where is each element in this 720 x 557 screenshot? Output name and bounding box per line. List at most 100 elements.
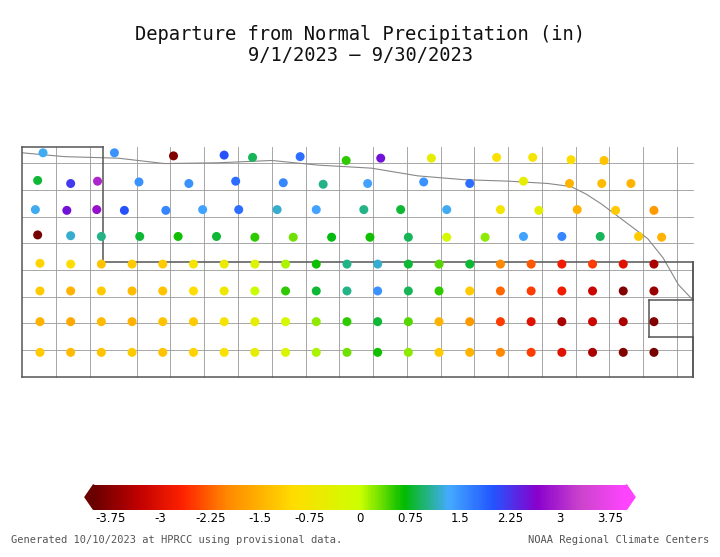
Point xyxy=(402,286,414,295)
Point xyxy=(648,206,660,215)
Point xyxy=(65,231,76,240)
Point xyxy=(362,179,374,188)
Point xyxy=(294,152,306,161)
Point xyxy=(310,286,322,295)
Point xyxy=(610,206,621,215)
Point xyxy=(168,152,179,160)
Point xyxy=(556,232,567,241)
Point xyxy=(96,348,107,357)
Point xyxy=(375,154,387,163)
Point xyxy=(96,317,107,326)
Point xyxy=(464,179,475,188)
Point xyxy=(218,348,230,357)
Point xyxy=(433,317,445,326)
Point xyxy=(618,286,629,295)
Point xyxy=(310,260,322,268)
Point xyxy=(495,348,506,357)
Point xyxy=(65,260,76,268)
Text: NOAA Regional Climate Centers: NOAA Regional Climate Centers xyxy=(528,535,709,545)
Point xyxy=(65,286,76,295)
Point xyxy=(648,348,660,357)
Point xyxy=(648,286,660,295)
Point xyxy=(341,286,353,295)
Point xyxy=(441,233,452,242)
Point xyxy=(126,317,138,326)
Point xyxy=(126,286,138,295)
Point xyxy=(618,348,629,357)
Point xyxy=(65,348,76,357)
Point xyxy=(464,260,475,268)
Point xyxy=(277,178,289,187)
Point xyxy=(526,348,537,357)
Point xyxy=(188,348,199,357)
Point xyxy=(480,233,491,242)
Point xyxy=(372,286,384,295)
Point xyxy=(565,155,577,164)
Point xyxy=(218,317,230,326)
Point xyxy=(96,232,107,241)
Point xyxy=(91,205,102,214)
Point xyxy=(595,232,606,241)
Point xyxy=(587,348,598,357)
Point xyxy=(326,233,338,242)
Point xyxy=(358,205,369,214)
Point xyxy=(441,205,452,214)
Point xyxy=(249,317,261,326)
Point xyxy=(157,260,168,268)
Point xyxy=(372,317,384,326)
Point xyxy=(318,180,329,189)
Point xyxy=(37,148,49,157)
Point xyxy=(495,286,506,295)
Point xyxy=(160,206,171,215)
Point xyxy=(61,206,73,215)
Point xyxy=(618,260,629,268)
Point xyxy=(247,153,258,162)
Point xyxy=(598,156,610,165)
Point xyxy=(249,260,261,268)
Point xyxy=(126,260,138,268)
Point xyxy=(249,348,261,357)
Point xyxy=(183,179,194,188)
Point xyxy=(32,231,43,240)
Point xyxy=(341,156,352,165)
Point xyxy=(648,260,660,268)
Point xyxy=(157,317,168,326)
Point xyxy=(402,317,414,326)
Point xyxy=(556,348,567,357)
Point xyxy=(433,260,445,268)
Point xyxy=(218,286,230,295)
Point xyxy=(656,233,667,242)
Point xyxy=(211,232,222,241)
Point xyxy=(35,317,46,326)
Point xyxy=(464,286,475,295)
Point xyxy=(633,232,644,241)
Point xyxy=(491,153,503,162)
Point xyxy=(96,286,107,295)
Point xyxy=(533,206,544,215)
Point xyxy=(280,317,292,326)
Point xyxy=(526,260,537,268)
Point xyxy=(564,179,575,188)
Point xyxy=(30,205,41,214)
Point xyxy=(526,317,537,326)
Point xyxy=(433,286,445,295)
Point xyxy=(249,233,261,242)
Point xyxy=(556,286,567,295)
Point xyxy=(126,348,138,357)
Point xyxy=(35,259,46,268)
Point xyxy=(35,286,46,295)
Point xyxy=(109,148,120,157)
Point xyxy=(134,232,145,241)
Point xyxy=(218,150,230,159)
Point xyxy=(572,205,583,214)
Point xyxy=(495,260,506,268)
Point xyxy=(197,205,208,214)
Point xyxy=(596,179,608,188)
Point xyxy=(188,317,199,326)
Point xyxy=(402,260,414,268)
Point xyxy=(271,205,283,214)
Point xyxy=(65,179,76,188)
Point xyxy=(372,260,384,268)
Point xyxy=(464,348,475,357)
Point xyxy=(310,205,322,214)
